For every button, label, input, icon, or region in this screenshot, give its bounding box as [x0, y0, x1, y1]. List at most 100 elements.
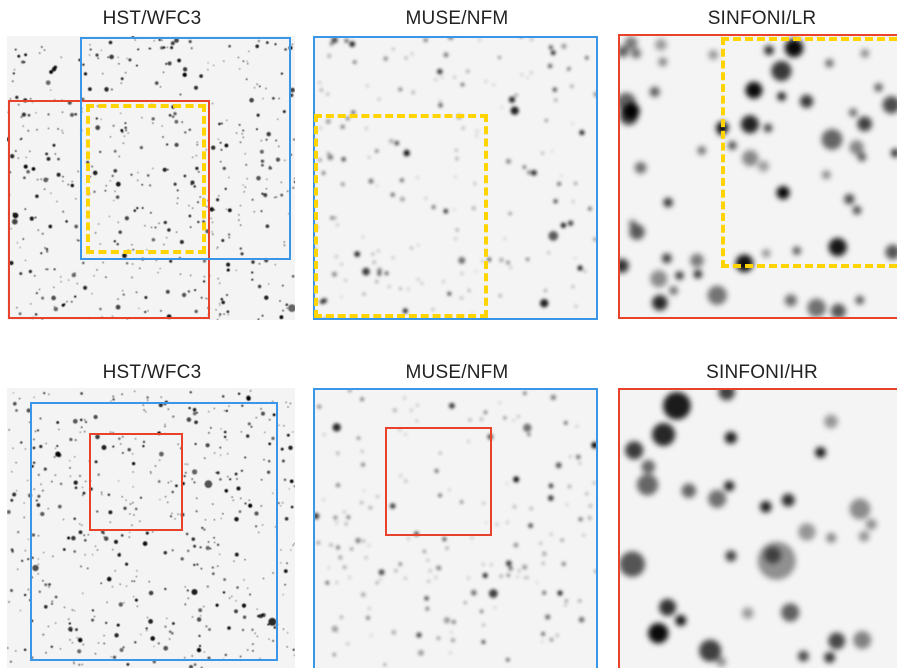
star [399, 474, 402, 477]
star [27, 538, 29, 540]
star [71, 642, 74, 644]
star [82, 64, 85, 66]
star [148, 619, 153, 624]
hst-wfc3-image-bottom [7, 388, 295, 668]
star [487, 257, 492, 262]
star [289, 479, 294, 484]
star [457, 114, 462, 119]
star [89, 48, 92, 51]
star [61, 99, 63, 101]
star [128, 58, 132, 62]
star [544, 289, 547, 292]
star [171, 512, 173, 515]
star [109, 136, 112, 138]
star [89, 487, 93, 491]
star [333, 515, 338, 520]
star [663, 391, 691, 420]
star [443, 617, 451, 624]
star [648, 623, 669, 644]
star [126, 319, 129, 320]
star [229, 597, 231, 599]
star [855, 295, 865, 305]
star [247, 587, 249, 589]
star [195, 166, 199, 171]
star [50, 89, 52, 91]
star [411, 53, 414, 55]
star [277, 623, 279, 625]
star [391, 256, 395, 259]
star [84, 539, 87, 542]
star [693, 270, 702, 279]
star [217, 278, 219, 280]
star [281, 459, 285, 463]
star [16, 490, 18, 492]
star [293, 180, 295, 184]
star [490, 564, 493, 566]
star [275, 196, 278, 198]
star [118, 62, 120, 65]
star [191, 537, 196, 541]
star [139, 496, 143, 499]
star [32, 564, 39, 572]
star [205, 229, 210, 234]
star [86, 191, 90, 196]
star [95, 125, 101, 131]
star [275, 157, 281, 162]
star [349, 41, 355, 47]
star [207, 69, 209, 71]
star [523, 391, 527, 395]
star [346, 642, 349, 645]
star [340, 616, 343, 619]
star [221, 239, 225, 242]
star [77, 649, 82, 654]
star [323, 433, 325, 436]
star [207, 314, 209, 316]
star [265, 188, 268, 190]
star [461, 272, 463, 275]
star [292, 431, 294, 433]
star [93, 275, 95, 277]
star [204, 457, 206, 459]
star [150, 226, 153, 228]
star [62, 518, 65, 521]
star [256, 635, 258, 637]
star [376, 581, 379, 584]
star [196, 563, 199, 566]
star [206, 298, 208, 300]
star [211, 102, 214, 105]
star [94, 653, 97, 655]
star [11, 471, 13, 473]
star [36, 429, 40, 432]
star [78, 58, 82, 62]
star [197, 220, 200, 224]
star [357, 436, 360, 440]
star [59, 482, 63, 486]
star [557, 182, 561, 186]
star [258, 263, 261, 265]
star [123, 601, 125, 604]
star [327, 54, 331, 58]
star [211, 566, 214, 569]
star [139, 146, 143, 150]
star [160, 310, 162, 312]
star [159, 267, 161, 270]
star [190, 274, 192, 276]
star [142, 404, 144, 406]
star [89, 44, 91, 46]
star [82, 494, 84, 496]
star [410, 247, 413, 249]
star [221, 395, 225, 398]
star [815, 447, 826, 458]
star [9, 98, 12, 100]
star [159, 451, 164, 457]
star-field-sinfoni-lr [618, 36, 897, 319]
star [246, 396, 251, 401]
star [499, 257, 504, 263]
star [410, 409, 413, 411]
star [127, 132, 129, 134]
star [30, 303, 32, 305]
star [164, 423, 166, 426]
star [189, 391, 192, 394]
star [318, 158, 322, 162]
star [332, 423, 341, 432]
